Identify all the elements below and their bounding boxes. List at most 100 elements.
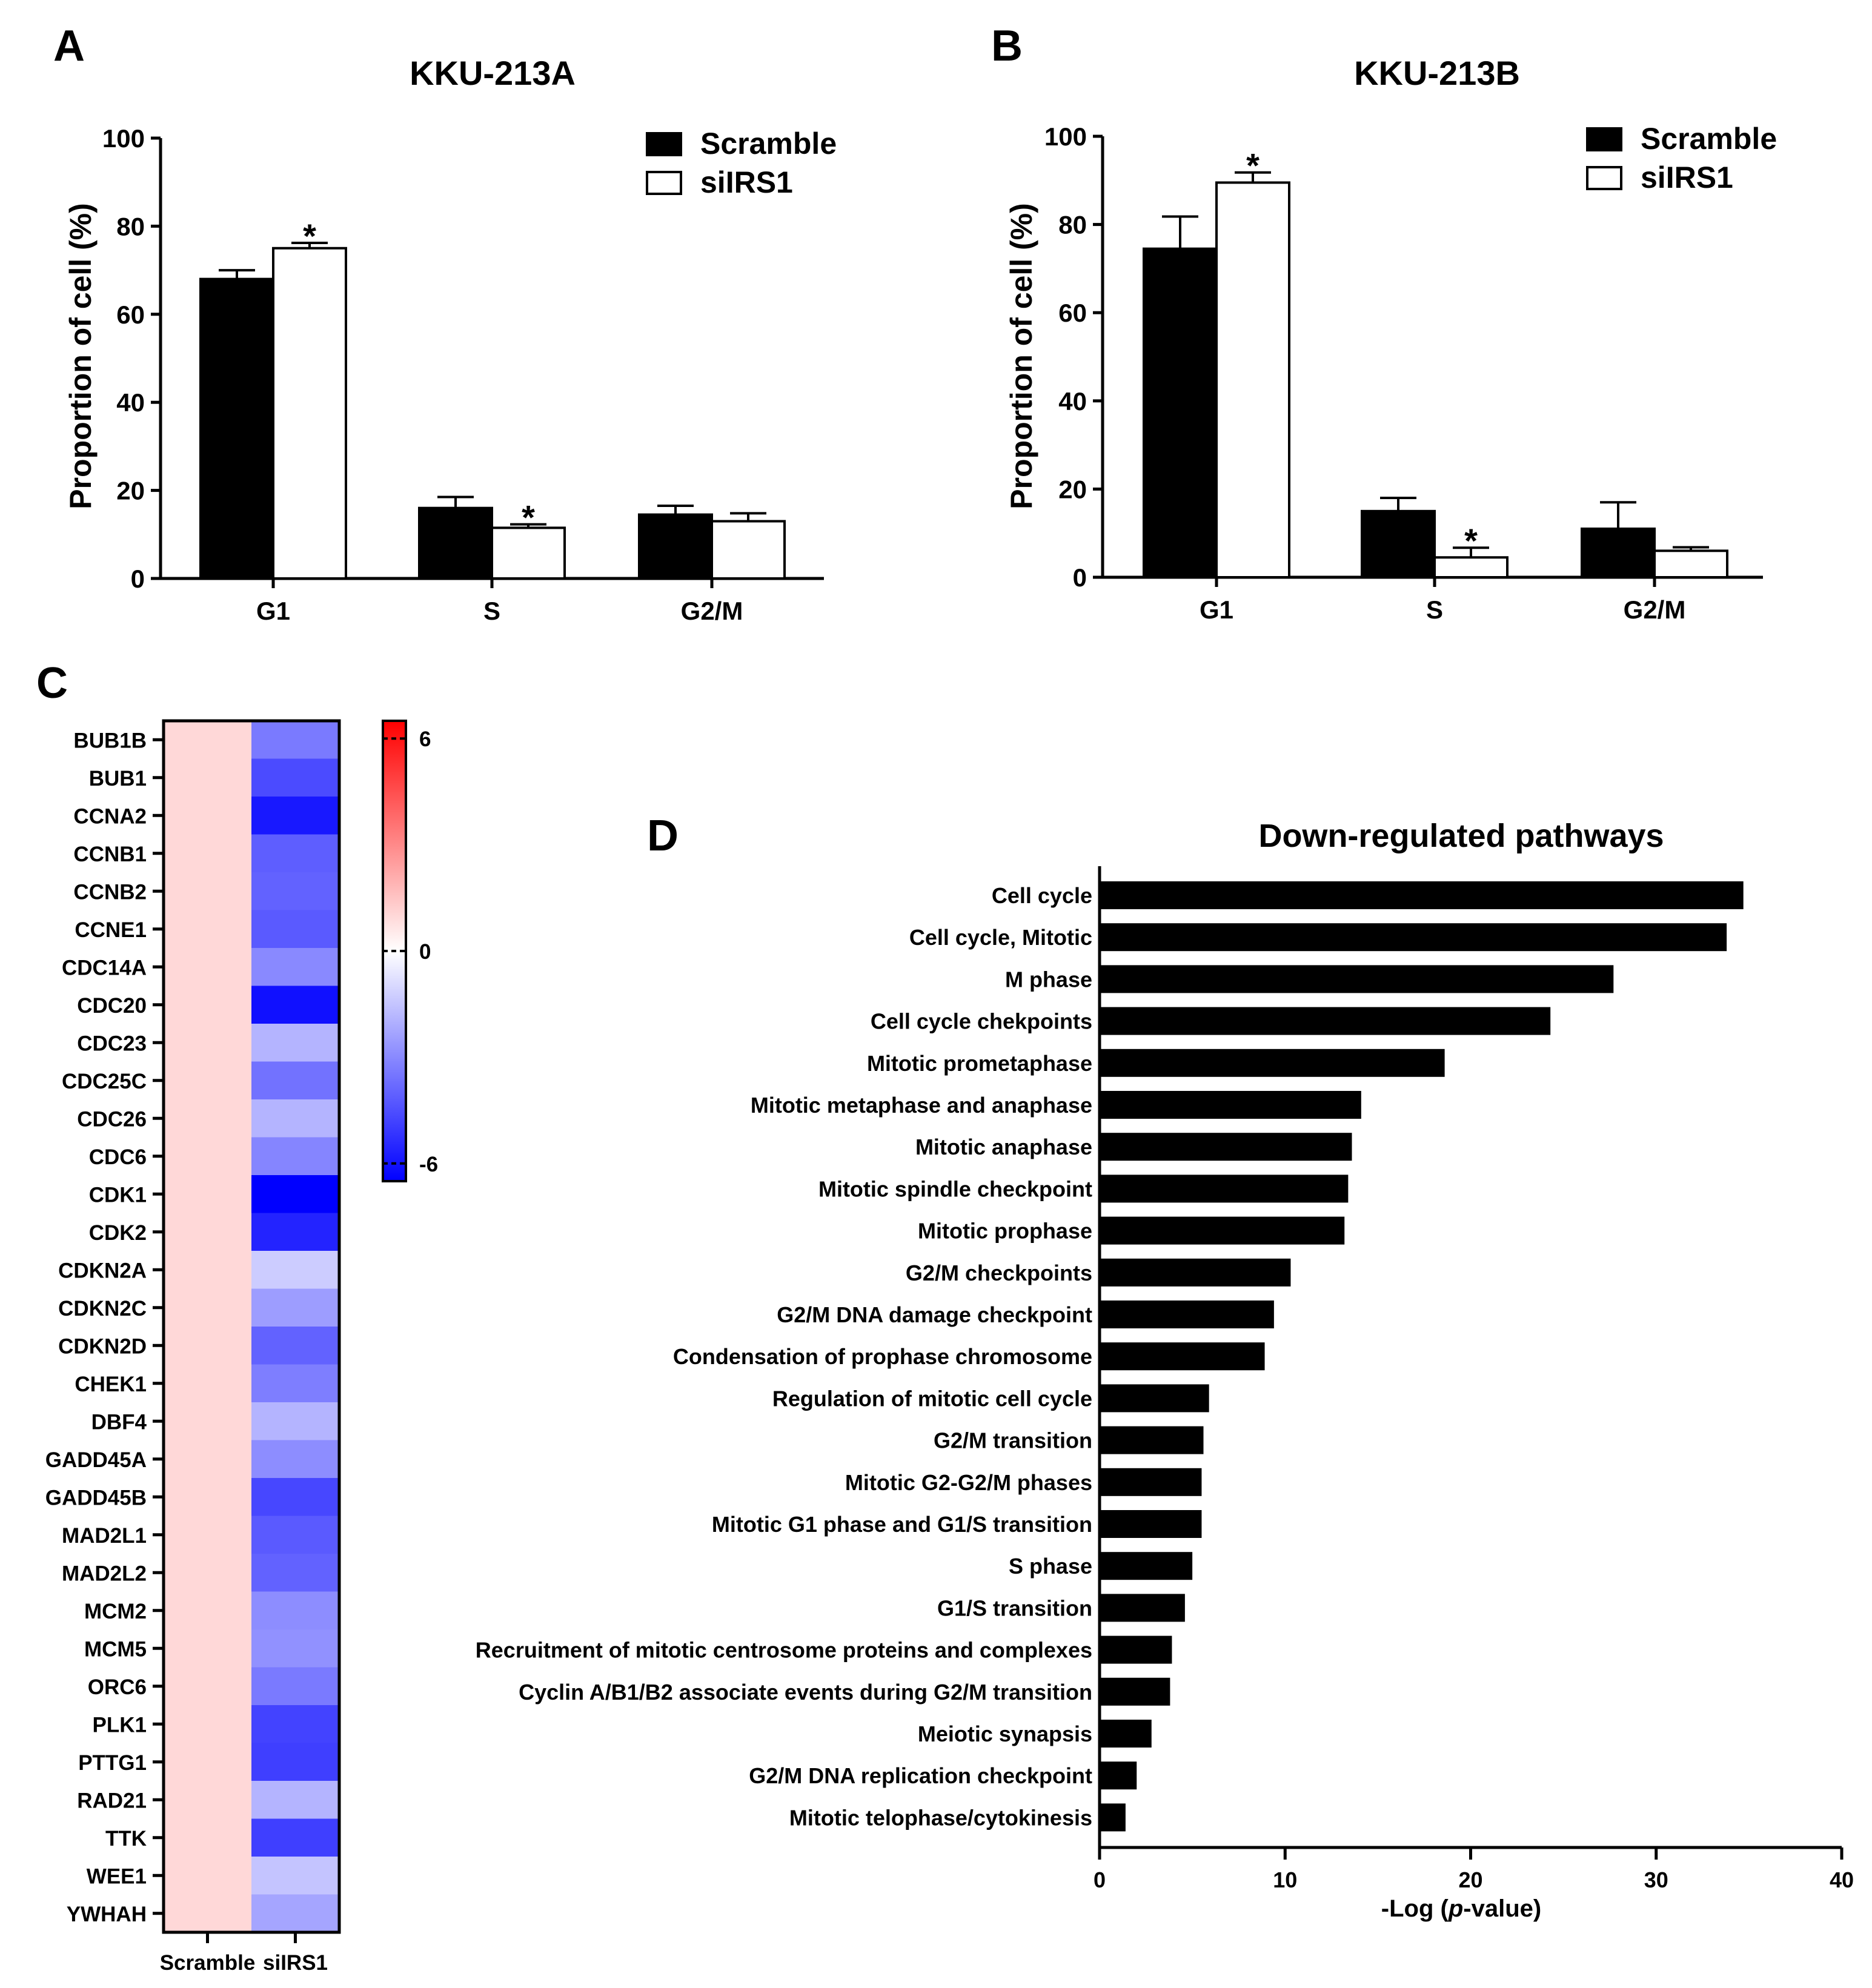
heatmap-cell-siirs1 [251,1591,339,1630]
legend-label-siirs1: siIRS1 [700,165,793,199]
row-label: CDC26 [77,1107,147,1131]
column-label: siIRS1 [263,1951,328,1975]
heatmap-cell-scramble [164,1175,251,1214]
pathway-bar [1100,1552,1193,1580]
row-label: DBF4 [91,1410,147,1434]
pathway-label: Mitotic prophase [918,1219,1092,1244]
heatmap-cell-scramble [164,834,251,873]
pathway-label: G1/S transition [937,1595,1092,1620]
panel-d-title: Down-regulated pathways [1258,818,1664,854]
heatmap-cell-scramble [164,1137,251,1176]
significance-asterisk: * [1464,522,1478,560]
x-tick-label: G2/M [681,597,743,625]
row-label: TTK [105,1827,147,1850]
heatmap-cell-scramble [164,1099,251,1138]
row-label: CCNE1 [75,918,147,942]
heatmap-cell-siirs1 [251,1137,339,1176]
heatmap-cell-scramble [164,1857,251,1895]
x-axis-label-pre: -Log ( [1381,1895,1449,1922]
row-label: YWHAH [67,1903,147,1926]
pathway-bar [1100,1091,1361,1119]
row-label: ORC6 [88,1675,147,1699]
pathway-label: Cell cycle [992,883,1092,908]
pathway-label: Mitotic telophase/cytokinesis [789,1805,1092,1830]
row-label: MAD2L1 [62,1524,147,1548]
heatmap-cell-scramble [164,758,251,797]
row-label: CDC25C [62,1070,147,1093]
heatmap-cell-siirs1 [251,1478,339,1517]
pathway-label: Condensation of prophase chromosome [673,1344,1092,1369]
colorbar-tick-label: -6 [419,1153,438,1176]
heatmap-cell-siirs1 [251,1288,339,1327]
panel-d-bar-chart: Down-regulated pathways -Log (p-value) C… [476,818,1854,1922]
heatmap-cell-siirs1 [251,1061,339,1100]
row-label: CCNA2 [73,804,147,828]
heatmap-cell-scramble [164,1402,251,1441]
significance-asterisk: * [1246,147,1260,185]
panel-a-title: KKU-213A [410,54,576,92]
pathway-label: Cell cycle, Mitotic [909,925,1092,950]
colorbar-tick-label: 6 [419,727,431,751]
y-tick-label: 40 [116,388,145,417]
panel-c-heatmap: BUB1B BUB1 CCNA2 CCNB1 CCNB2 CCNE1 CDC14A CDC20… [45,719,438,1975]
heatmap-cell-scramble [164,1818,251,1857]
legend-swatch-siirs1 [646,171,682,195]
x-tick-label: 30 [1644,1867,1668,1892]
x-tick-label: 20 [1458,1867,1482,1892]
x-tick-label: G1 [256,597,290,625]
pathway-bar [1100,1175,1349,1203]
heatmap-cell-siirs1 [251,910,339,949]
bar-scramble [1361,509,1436,578]
heatmap-cell-siirs1 [251,1667,339,1706]
row-label: RAD21 [77,1789,147,1812]
y-tick-label: 20 [116,477,145,505]
panel-b-title: KKU-213B [1354,54,1520,92]
pathway-bar [1100,1635,1172,1664]
bar-siirs1 [711,520,786,580]
heatmap-cell-siirs1 [251,834,339,873]
pathway-bar [1100,1342,1265,1371]
heatmap-cell-scramble [164,1629,251,1668]
x-tick-label: G2/M [1624,595,1686,624]
pathway-label: Meiotic synapsis [918,1721,1092,1746]
bar-scramble [1143,247,1218,578]
heatmap-cell-scramble [164,1061,251,1100]
y-tick-label: 40 [1058,387,1087,416]
heatmap-cell-scramble [164,1364,251,1403]
heatmap-cell-siirs1 [251,1402,339,1441]
heatmap-cell-scramble [164,1667,251,1706]
y-tick-label: 100 [1044,122,1087,151]
heatmap-cell-siirs1 [251,1516,339,1554]
pathway-bar [1100,881,1744,909]
heatmap-cell-scramble [164,1781,251,1820]
row-label: GADD45A [45,1448,147,1472]
heatmap-cell-scramble [164,910,251,949]
pathway-bar [1100,1468,1202,1496]
pathway-label: Regulation of mitotic cell cycle [772,1386,1092,1411]
row-label: BUB1 [89,767,147,790]
y-tick-label: 0 [1073,563,1087,592]
heatmap-cell-scramble [164,986,251,1024]
row-label: PTTG1 [78,1751,147,1775]
pathway-bar [1100,1258,1291,1287]
heatmap-cell-siirs1 [251,1629,339,1668]
bar-siirs1 [272,247,347,580]
heatmap-cell-scramble [164,1288,251,1327]
panel-d-x-axis-label: -Log (p-value) [1381,1895,1541,1922]
panel-b-bar-chart: KKU-213B Proportion of cell (%) 0 20 40 60 8… [1004,54,1777,624]
row-label: CDKN2C [58,1297,147,1320]
heatmap-cell-siirs1 [251,1743,339,1781]
pathway-label: Mitotic G1 phase and G1/S transition [712,1512,1092,1537]
heatmap-cell-siirs1 [251,1175,339,1214]
pathway-label: G2/M checkpoints [906,1261,1092,1285]
heatmap-cell-siirs1 [251,1857,339,1895]
pathway-bar [1100,1594,1185,1622]
bar-scramble [1581,527,1656,578]
heatmap-cell-scramble [164,1478,251,1517]
heatmap-cell-siirs1 [251,1213,339,1251]
heatmap-cell-scramble [164,1554,251,1592]
heatmap-cell-scramble [164,1251,251,1290]
heatmap-cell-scramble [164,1213,251,1251]
legend-label-scramble: Scramble [700,127,837,161]
pathway-label: S phase [1009,1554,1092,1579]
